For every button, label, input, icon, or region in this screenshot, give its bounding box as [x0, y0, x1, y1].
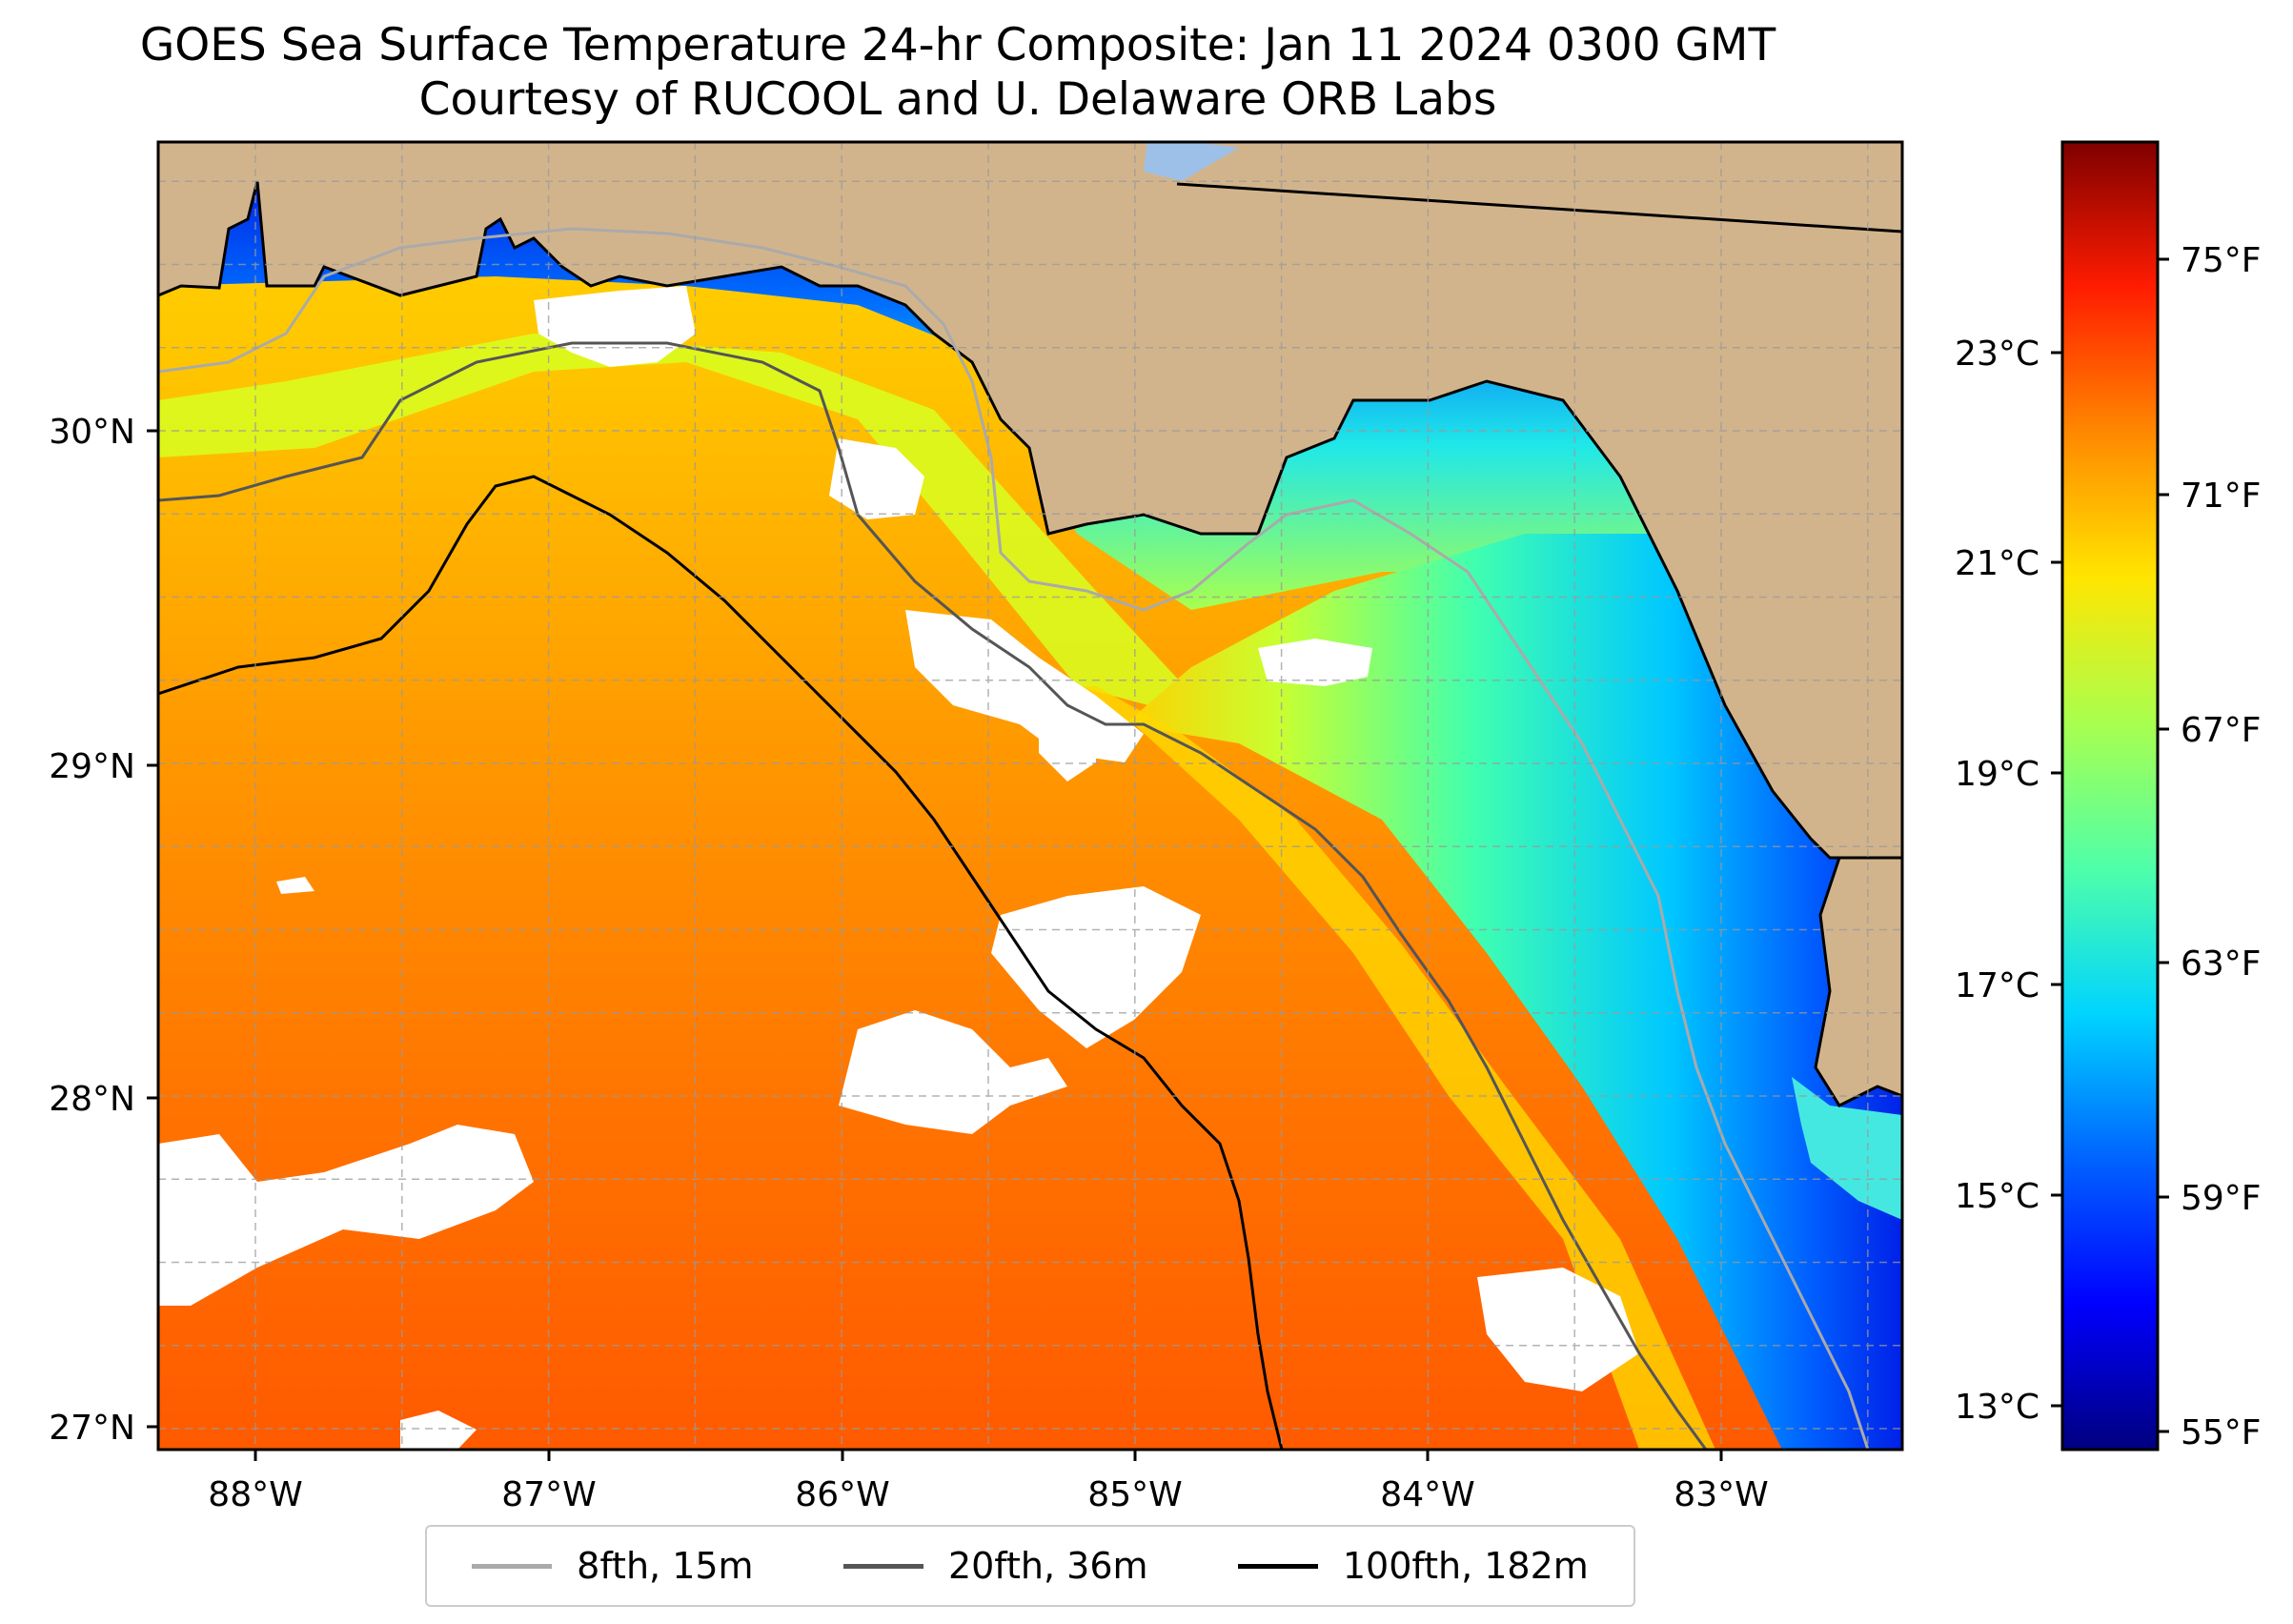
chart-subtitle: Courtesy of RUCOOL and U. Delaware ORB L… — [418, 73, 1497, 126]
legend-line-20fth — [842, 1563, 923, 1569]
lon-tick-83w: 83°W — [1674, 1475, 1768, 1514]
colorbar-f-71: 71°F — [2181, 477, 2262, 516]
lon-tick-87w: 87°W — [501, 1475, 596, 1514]
colorbar-c-19: 19°C — [1955, 755, 2039, 794]
land-north — [158, 142, 1902, 860]
colorbar-f-63: 63°F — [2181, 944, 2262, 984]
colorbar — [2060, 140, 2160, 1451]
gridlines — [158, 142, 1902, 1450]
isobath-100fth — [158, 475, 1284, 1450]
colorbar-c-15: 15°C — [1955, 1177, 2039, 1216]
isobath-8fth — [158, 227, 1870, 1450]
lat-tick-28n: 28°N — [49, 1080, 135, 1119]
colorbar-ticks — [2051, 257, 2169, 1433]
legend-item-8fth: 8fth, 15m — [472, 1545, 754, 1587]
lat-tick-29n: 29°N — [49, 747, 135, 786]
yellow-zone — [1029, 686, 1715, 1450]
colorbar-f-75: 75°F — [2181, 241, 2262, 280]
colorbar-f-59: 59°F — [2181, 1179, 2262, 1218]
isobath-legend: 8fth, 15m 20fth, 36m 100fth, 182m — [425, 1525, 1635, 1607]
isobath-20fth — [158, 341, 1708, 1450]
map-frame — [156, 140, 1904, 1451]
colorbar-f-67: 67°F — [2181, 711, 2262, 750]
colorbar-c-23: 23°C — [1955, 335, 2039, 374]
lon-tick-84w: 84°W — [1380, 1475, 1474, 1514]
lon-tick-86w: 86°W — [795, 1475, 889, 1514]
lat-tick-30n: 30°N — [49, 413, 135, 452]
axis-ticks — [147, 429, 1723, 1461]
lat-tick-27n: 27°N — [49, 1409, 135, 1448]
legend-line-8fth — [472, 1563, 553, 1569]
legend-label-8fth: 8fth, 15m — [577, 1545, 754, 1587]
map-area — [158, 142, 1902, 1450]
legend-label-100fth: 100fth, 182m — [1342, 1545, 1589, 1587]
legend-label-20fth: 20fth, 36m — [947, 1545, 1148, 1587]
tampa-bay — [1792, 1077, 1902, 1220]
colorbar-c-17: 17°C — [1955, 966, 2039, 1005]
land-east — [1814, 856, 1902, 1107]
state-border — [1176, 182, 1902, 233]
lon-tick-85w: 85°W — [1087, 1475, 1182, 1514]
lon-tick-88w: 88°W — [208, 1475, 302, 1514]
legend-line-100fth — [1237, 1563, 1318, 1569]
chart-title: GOES Sea Surface Temperature 24-hr Compo… — [139, 19, 1776, 71]
colorbar-c-21: 21°C — [1955, 544, 2039, 583]
legend-item-100fth: 100fth, 182m — [1237, 1545, 1589, 1587]
shelf-transition — [158, 334, 1220, 724]
colorbar-c-13: 13°C — [1955, 1388, 2039, 1427]
colorbar-f-55: 55°F — [2181, 1413, 2262, 1452]
cloud-mask — [158, 286, 1639, 1450]
lake — [1144, 142, 1239, 181]
legend-item-20fth: 20fth, 36m — [842, 1545, 1148, 1587]
